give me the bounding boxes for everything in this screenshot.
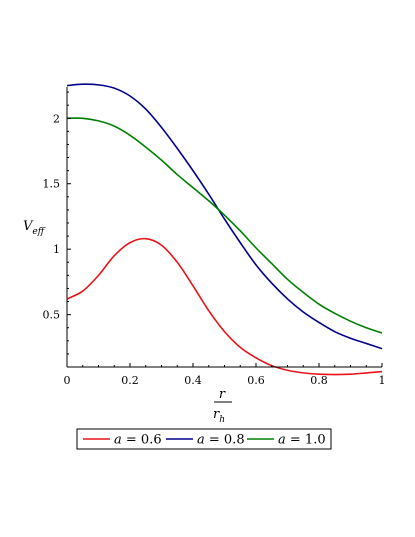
y-tick-label: 2 — [53, 112, 60, 125]
x-tick-label: 0.8 — [310, 374, 328, 387]
x-axis-label: r rh — [213, 387, 232, 425]
legend-label-var: a — [278, 433, 286, 448]
x-axis-label-denominator: rh — [213, 407, 225, 425]
legend-label-3: a = 1.0 — [278, 433, 326, 448]
y-tick-label: 1.5 — [43, 178, 61, 191]
x-axis-label-denominator-subscript: h — [219, 415, 225, 425]
y-tick-label: 1 — [53, 243, 60, 256]
y-axis-label: Veff — [23, 219, 46, 237]
x-tick-label: 1 — [379, 374, 386, 387]
series-line-2 — [66, 83, 383, 350]
axes-layer — [66, 87, 382, 368]
series-line-1 — [66, 237, 383, 376]
x-tick-label: 0.6 — [247, 374, 265, 387]
x-tick-label: 0.4 — [184, 374, 202, 387]
x-tick-label: 0.2 — [121, 374, 139, 387]
y-axis-label-subscript: eff — [32, 227, 45, 237]
legend: a = 0.6 a = 0.8 a = 1.0 — [76, 428, 332, 450]
x-axis-label-numerator: r — [219, 387, 226, 402]
curves-layer — [66, 83, 383, 376]
legend-label-var: a — [114, 433, 122, 448]
legend-label-value: = 0.8 — [205, 433, 245, 448]
series-line-3 — [66, 117, 383, 334]
x-tick-label: 0 — [64, 374, 71, 387]
legend-label-var: a — [197, 433, 205, 448]
legend-label-value: = 0.6 — [122, 433, 162, 448]
legend-label-value: = 1.0 — [286, 433, 326, 448]
legend-box — [76, 428, 332, 450]
legend-label-2: a = 0.8 — [197, 433, 245, 448]
x-ticks: 0 0.2 0.4 0.6 0.8 1 — [64, 363, 386, 387]
x-axis-label-denominator-main: r — [213, 407, 220, 422]
legend-items: a = 0.6 a = 0.8 a = 1.0 — [83, 433, 326, 448]
y-tick-label: 0.5 — [43, 309, 61, 322]
legend-label-1: a = 0.6 — [114, 433, 162, 448]
y-axis-label-main: V — [23, 219, 34, 234]
y-ticks: 0.5 1 1.5 2 — [43, 91, 71, 355]
